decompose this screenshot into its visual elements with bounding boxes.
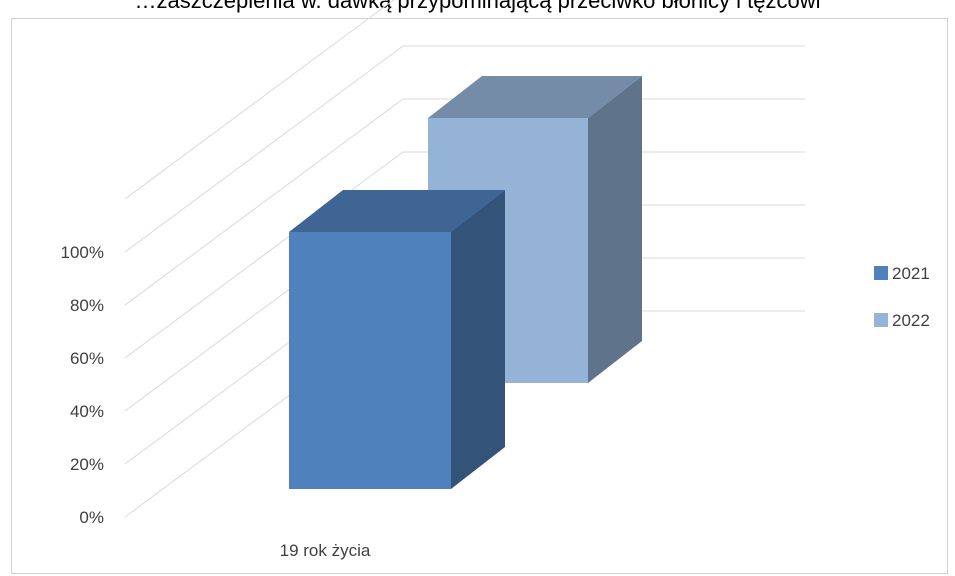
chart-frame: [11, 18, 948, 574]
bar-side-2021: [451, 189, 505, 489]
legend-label-2022: 2022: [892, 311, 930, 330]
legend: 2021 2022: [874, 264, 930, 330]
gridline-depth: [124, 45, 404, 253]
x-category-label: 19 rok życia: [280, 541, 371, 560]
y-tick-label: 100%: [61, 243, 104, 262]
legend-swatch-2022: [874, 313, 888, 327]
y-tick-label: 40%: [70, 402, 104, 421]
gridline-depth: [124, 0, 395, 200]
y-axis-ticks: 0% 20% 40% 60% 80% 100%: [61, 243, 104, 527]
bars: [289, 76, 642, 489]
y-tick-label: 80%: [70, 296, 104, 315]
bar-2021: [289, 231, 451, 489]
y-tick-label: 20%: [70, 455, 104, 474]
legend-swatch-2021: [874, 266, 888, 280]
bar-top-2022: [428, 76, 642, 118]
gridline-depth: [124, 151, 404, 359]
y-tick-label: 60%: [70, 349, 104, 368]
gridline-depth: [124, 98, 404, 306]
chart-title: …zaszczepienia w. dawką przypominającą p…: [134, 0, 821, 13]
y-tick-label: 0%: [79, 508, 104, 527]
legend-label-2021: 2021: [892, 264, 930, 283]
bar-side-2022: [588, 76, 642, 383]
bar-top-2021: [289, 189, 505, 232]
